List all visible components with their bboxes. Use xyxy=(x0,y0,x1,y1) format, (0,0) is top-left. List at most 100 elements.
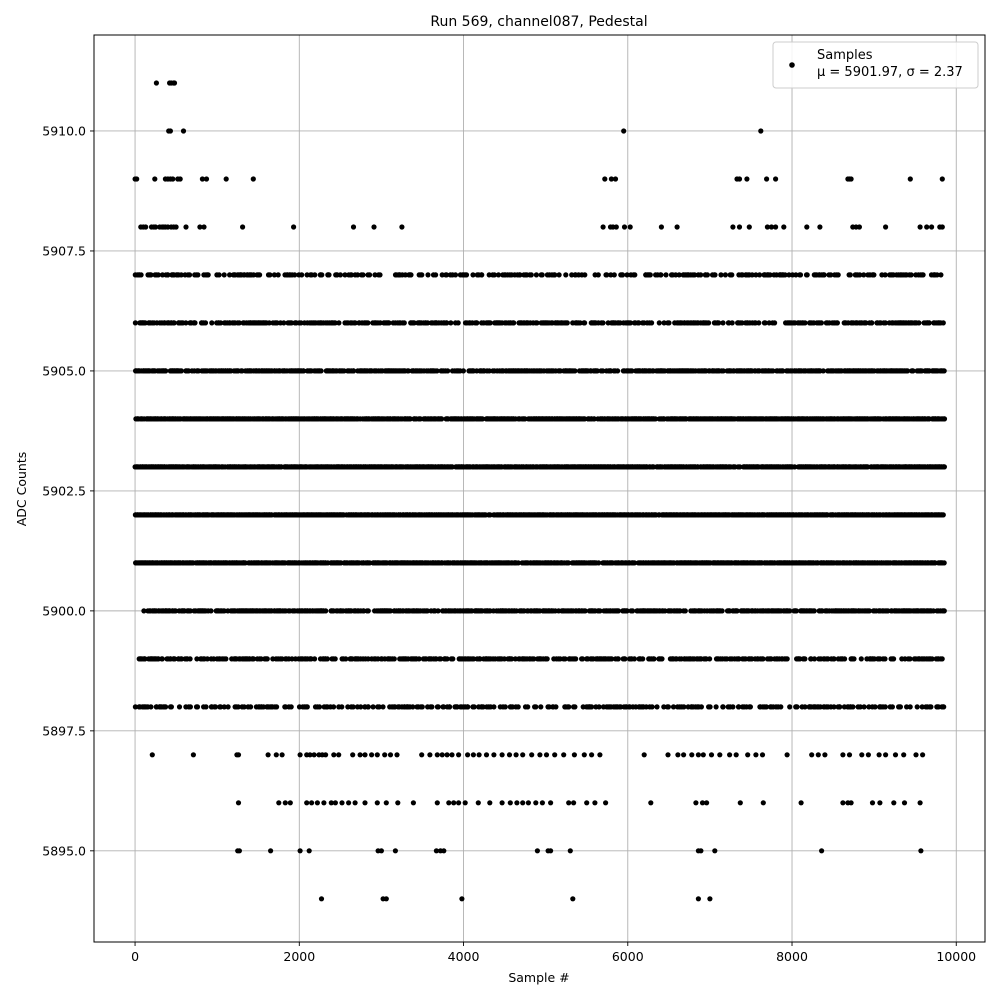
data-point xyxy=(405,368,411,374)
data-point xyxy=(377,320,383,326)
data-point xyxy=(199,176,205,182)
data-point xyxy=(318,368,324,374)
data-point xyxy=(401,320,407,326)
data-point xyxy=(180,128,187,134)
data-point xyxy=(487,320,493,326)
data-point xyxy=(348,272,354,278)
data-point xyxy=(236,320,242,326)
data-point xyxy=(511,320,517,326)
data-point xyxy=(762,320,768,326)
data-point xyxy=(165,272,171,278)
data-point xyxy=(342,272,348,278)
data-point xyxy=(365,608,371,614)
data-point xyxy=(941,560,947,566)
data-point xyxy=(564,320,570,326)
data-point xyxy=(479,272,485,278)
data-point xyxy=(266,320,272,326)
data-point xyxy=(600,368,606,374)
data-point xyxy=(627,320,634,326)
data-point xyxy=(223,176,229,182)
data-point xyxy=(152,176,158,182)
data-point xyxy=(926,320,932,326)
data-point xyxy=(818,320,825,326)
data-point xyxy=(615,368,621,374)
data-point xyxy=(195,272,201,278)
data-point xyxy=(848,176,854,182)
data-point xyxy=(351,368,357,374)
data-point xyxy=(155,272,161,278)
data-point xyxy=(312,272,318,278)
data-point xyxy=(197,224,203,230)
data-point xyxy=(433,272,439,278)
data-point xyxy=(746,224,752,230)
data-point xyxy=(941,416,948,422)
data-point xyxy=(869,320,875,326)
data-point xyxy=(408,272,414,278)
data-point xyxy=(563,272,569,278)
data-point xyxy=(386,320,392,326)
data-point xyxy=(163,368,169,374)
data-point xyxy=(479,416,486,422)
data-point xyxy=(411,320,417,326)
data-point xyxy=(756,320,762,326)
data-point xyxy=(636,320,642,326)
data-point xyxy=(202,320,209,326)
data-point xyxy=(773,176,779,182)
data-point xyxy=(736,224,743,230)
data-point xyxy=(187,272,193,278)
data-point xyxy=(736,176,743,182)
data-points xyxy=(132,80,948,902)
data-point xyxy=(883,224,889,230)
data-point xyxy=(326,272,332,278)
data-point xyxy=(692,272,698,278)
data-point xyxy=(591,416,597,422)
data-point xyxy=(656,320,662,326)
data-point xyxy=(595,272,601,278)
data-point xyxy=(856,224,863,230)
data-point xyxy=(817,224,823,230)
data-point xyxy=(676,272,682,278)
data-point xyxy=(940,512,946,518)
data-point xyxy=(470,272,476,278)
data-point xyxy=(452,272,459,278)
data-point xyxy=(372,272,378,278)
data-point xyxy=(257,272,263,278)
data-point xyxy=(572,368,578,374)
data-point xyxy=(291,224,297,230)
data-point xyxy=(753,272,759,278)
data-point xyxy=(647,272,653,278)
data-point xyxy=(821,272,827,278)
data-point xyxy=(218,320,224,326)
data-point xyxy=(474,320,480,326)
data-point xyxy=(652,416,659,422)
data-point xyxy=(355,272,361,278)
data-point xyxy=(770,368,776,374)
data-point xyxy=(729,320,735,326)
data-point xyxy=(167,128,173,134)
data-point xyxy=(332,320,338,326)
data-point xyxy=(613,224,619,230)
data-point xyxy=(528,272,534,278)
data-point xyxy=(192,320,198,326)
data-point xyxy=(720,320,726,326)
data-point xyxy=(767,272,773,278)
data-point xyxy=(764,176,770,182)
data-point xyxy=(486,368,492,374)
data-point xyxy=(716,320,722,326)
data-point xyxy=(939,176,945,182)
data-point xyxy=(177,176,183,182)
data-point xyxy=(768,224,775,230)
data-point xyxy=(621,224,628,230)
data-point xyxy=(797,272,804,278)
data-point xyxy=(439,272,445,278)
data-point xyxy=(360,272,366,278)
data-point xyxy=(907,176,913,182)
data-point xyxy=(240,224,246,230)
data-point xyxy=(533,272,540,278)
data-point xyxy=(434,368,440,374)
data-point xyxy=(940,320,946,326)
data-point xyxy=(341,368,347,374)
data-point xyxy=(221,272,227,278)
data-point xyxy=(658,272,664,278)
data-point xyxy=(577,320,583,326)
